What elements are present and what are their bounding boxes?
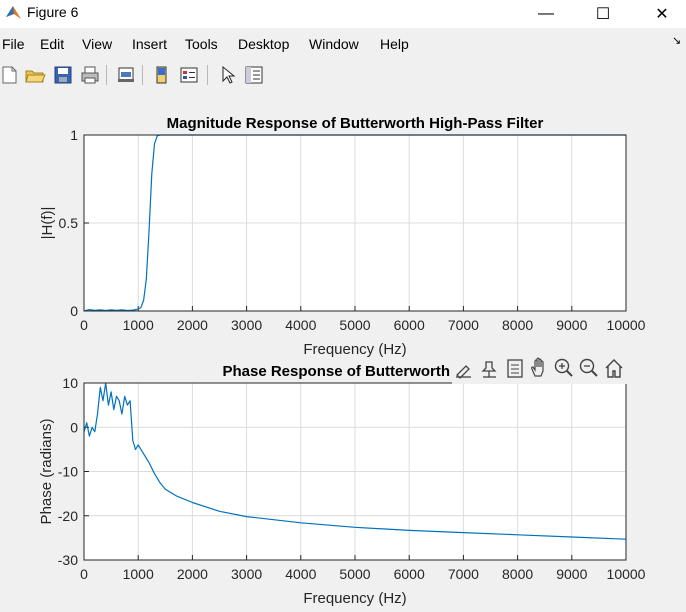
x-tick-label: 9000 xyxy=(556,566,587,582)
axes-box xyxy=(83,134,627,312)
x-tick-label: 9000 xyxy=(556,317,587,333)
title-bar: Figure 6 — ☐ ✕ xyxy=(0,0,686,28)
menu-window[interactable]: Window xyxy=(309,36,359,52)
axes-box xyxy=(83,382,627,561)
phase-chart: 0 1000 2000 3000 4000 5000 6000 7000 8000 9000 100… xyxy=(38,363,646,607)
menu-file[interactable]: File xyxy=(2,36,25,52)
y-axis-label: |H(f)| xyxy=(39,207,56,240)
menubar-dock-icon[interactable]: ↘ xyxy=(672,35,682,47)
insert-colorbar-icon[interactable] xyxy=(151,64,173,86)
y-tick-label: -30 xyxy=(58,552,78,568)
x-tick-label: 6000 xyxy=(394,566,425,582)
y-tick-label: 1 xyxy=(70,127,78,143)
menu-insert[interactable]: Insert xyxy=(132,36,168,52)
property-inspector-icon[interactable] xyxy=(243,64,265,86)
x-tick-label: 2000 xyxy=(177,566,208,582)
axes-toolbar xyxy=(452,354,628,384)
data-tips-icon[interactable] xyxy=(481,361,497,378)
x-axis-label: Frequency (Hz) xyxy=(303,590,406,607)
minimize-icon: — xyxy=(538,5,554,22)
x-tick-label: 10000 xyxy=(607,566,646,582)
zoom-out-icon[interactable] xyxy=(579,358,598,377)
toolbar-separator xyxy=(207,65,208,85)
figure-toolbar xyxy=(0,60,686,90)
x-tick-label: 5000 xyxy=(339,317,370,333)
plots-svg: 0 1000 2000 3000 4000 5000 6000 7000 8000 9000 100… xyxy=(38,115,646,607)
maximize-button[interactable]: ☐ xyxy=(580,0,626,28)
menu-bar: File Edit View Insert Tools Desktop Wind… xyxy=(0,28,686,60)
menu-edit[interactable]: Edit xyxy=(40,36,65,52)
y-tick-label: 0.5 xyxy=(59,215,79,231)
x-tick-label: 8000 xyxy=(502,317,533,333)
new-figure-icon[interactable] xyxy=(0,64,20,86)
x-tick-label: 10000 xyxy=(607,317,646,333)
zoom-in-icon[interactable] xyxy=(554,358,573,377)
y-tick-label: 10 xyxy=(62,375,78,391)
x-tick-label: 0 xyxy=(80,317,88,333)
x-tick-label: 1000 xyxy=(123,317,154,333)
edit-plot-icon[interactable] xyxy=(216,64,238,86)
print-icon[interactable] xyxy=(79,64,101,86)
x-tick-label: 8000 xyxy=(502,566,533,582)
minimize-button[interactable]: — xyxy=(523,0,569,28)
menu-tools[interactable]: Tools xyxy=(185,36,218,52)
y-tick-label: 0 xyxy=(70,303,78,319)
save-icon[interactable] xyxy=(52,64,74,86)
matlab-icon xyxy=(6,6,21,19)
menu-view[interactable]: View xyxy=(82,36,113,52)
link-plot-icon[interactable] xyxy=(115,64,137,86)
x-tick-label: 1000 xyxy=(123,566,154,582)
close-icon: ✕ xyxy=(655,6,669,23)
x-tick-label: 7000 xyxy=(448,317,479,333)
y-axis-label: Phase (radians) xyxy=(38,419,55,525)
x-tick-label: 3000 xyxy=(231,317,262,333)
magnitude-chart: 0 1000 2000 3000 4000 5000 6000 7000 8000 9000 100… xyxy=(39,115,646,358)
export-icon[interactable] xyxy=(507,359,523,378)
x-tick-label: 2000 xyxy=(177,317,208,333)
series-line xyxy=(83,382,627,540)
menu-help[interactable]: Help xyxy=(380,36,409,52)
brush-icon[interactable] xyxy=(456,365,471,379)
pan-icon[interactable] xyxy=(531,357,544,377)
x-tick-label: 4000 xyxy=(285,317,316,333)
x-tick-label: 7000 xyxy=(448,566,479,582)
home-icon[interactable] xyxy=(605,359,623,378)
insert-legend-icon[interactable] xyxy=(178,64,200,86)
x-tick-label: 6000 xyxy=(394,317,425,333)
maximize-icon: ☐ xyxy=(595,6,611,23)
x-tick-label: 4000 xyxy=(285,566,316,582)
x-tick-label: 5000 xyxy=(339,566,370,582)
toolbar-separator xyxy=(142,65,143,85)
chart-title: Phase Response of Butterworth High xyxy=(222,363,487,380)
menu-desktop[interactable]: Desktop xyxy=(238,36,290,52)
y-tick-label: -10 xyxy=(58,464,78,480)
figure-canvas: 0 1000 2000 3000 4000 5000 6000 7000 8000 9000 100… xyxy=(0,90,686,607)
toolbar-separator xyxy=(106,65,107,85)
x-tick-label: 0 xyxy=(80,566,88,582)
x-axis-label: Frequency (Hz) xyxy=(303,341,406,358)
window-title: Figure 6 xyxy=(27,4,79,20)
y-tick-label: 0 xyxy=(70,419,78,435)
chart-title: Magnitude Response of Butterworth High-P… xyxy=(167,115,544,132)
close-button[interactable]: ✕ xyxy=(639,0,685,28)
y-tick-label: -20 xyxy=(58,508,78,524)
open-file-icon[interactable] xyxy=(24,64,46,86)
x-tick-label: 3000 xyxy=(231,566,262,582)
